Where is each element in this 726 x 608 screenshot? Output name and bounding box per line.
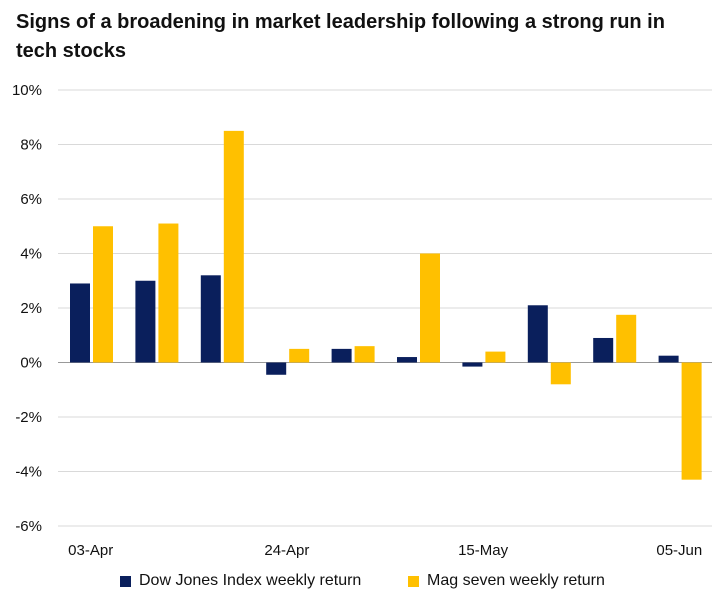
mag-seven-bar xyxy=(289,348,310,363)
y-tick-label: -2% xyxy=(15,409,42,426)
legend-label-mag-seven: Mag seven weekly return xyxy=(427,572,605,589)
y-tick-label: -6% xyxy=(15,518,42,535)
chart-title: Signs of a broadening in market leadersh… xyxy=(16,11,665,62)
mag-seven-bar xyxy=(93,226,113,363)
dow-jones-bar xyxy=(658,355,679,363)
dow-jones-bar xyxy=(462,362,483,367)
y-tick-label: 2% xyxy=(20,300,42,317)
y-tick-label: 10% xyxy=(12,82,42,99)
dow-jones-bar xyxy=(200,275,221,363)
dow-jones-bar xyxy=(593,337,614,363)
bar-chart: 10% 8% 6% 4% 2% 0% -2% -4% -6% 03-Apr 24-Apr 15-May… xyxy=(12,82,712,559)
mag-seven-bar xyxy=(681,362,702,480)
x-tick-label: 05-Jun xyxy=(656,542,702,559)
legend: Dow Jones Index weekly return Mag seven … xyxy=(0,572,726,598)
legend-item-mag-seven: Mag seven weekly return xyxy=(408,572,605,590)
y-tick-label: 4% xyxy=(20,246,42,263)
y-tick-label: 6% xyxy=(20,191,42,208)
mag-seven-bar xyxy=(616,314,637,363)
mag-seven-bar xyxy=(354,346,375,363)
y-tick-label: -4% xyxy=(15,464,42,481)
x-tick-label: 15-May xyxy=(458,542,509,559)
dow-jones-bar xyxy=(527,305,548,363)
legend-swatch-dow-jones xyxy=(120,575,131,587)
dow-jones-bar xyxy=(331,348,352,363)
mag-seven-bar xyxy=(485,351,506,363)
mag-seven-bar xyxy=(420,253,440,363)
dow-jones-bar xyxy=(266,362,287,375)
dow-jones-bar xyxy=(135,280,156,363)
dow-jones-bar xyxy=(397,357,417,363)
mag-seven-bar xyxy=(550,362,571,385)
x-tick-label: 24-Apr xyxy=(264,542,309,559)
y-tick-label: 8% xyxy=(20,137,42,154)
legend-label-dow-jones: Dow Jones Index weekly return xyxy=(139,572,362,589)
y-tick-label: 0% xyxy=(20,355,42,372)
dow-jones-bar xyxy=(70,283,90,363)
legend-item-dow-jones: Dow Jones Index weekly return xyxy=(120,572,361,590)
x-tick-label: 03-Apr xyxy=(68,542,113,559)
legend-swatch-mag-seven xyxy=(408,575,419,587)
mag-seven-bar xyxy=(223,130,244,363)
mag-seven-bar xyxy=(158,223,179,363)
